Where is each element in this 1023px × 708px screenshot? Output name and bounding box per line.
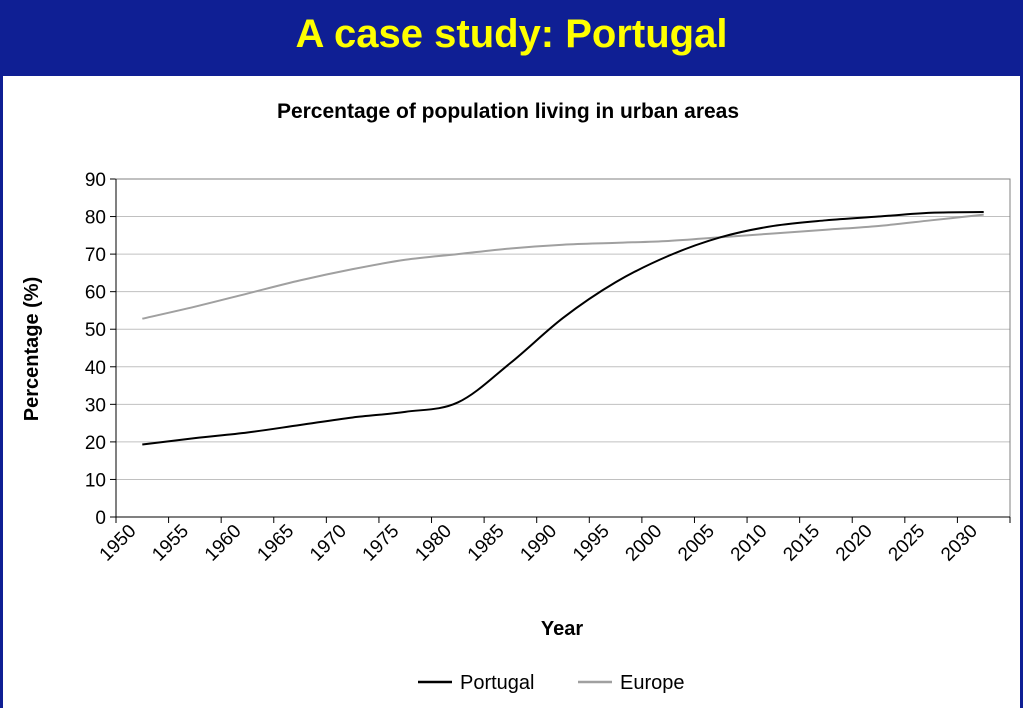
gridlines — [116, 178, 1010, 480]
x-tick-label: 2010 — [727, 521, 772, 566]
legend-item-portugal: Portugal — [418, 672, 535, 694]
x-tick-label: 1985 — [464, 521, 509, 566]
line-chart: Percentage of population living in urban… — [21, 100, 1011, 694]
x-tick-label: 2030 — [937, 521, 982, 566]
chart-title: Percentage of population living in urban… — [277, 100, 739, 123]
x-axis-label: Year — [541, 618, 583, 640]
x-tick-label: 2005 — [674, 521, 719, 566]
slide-title: A case study: Portugal — [295, 12, 728, 56]
legend: Portugal Europe — [418, 672, 685, 694]
y-tick-label: 80 — [85, 208, 106, 229]
y-tick-label: 50 — [85, 320, 106, 341]
slide-header: A case study: Portugal — [0, 0, 1023, 76]
x-tick-label: 2025 — [885, 521, 930, 566]
plot-area — [115, 178, 1011, 518]
x-tick-label: 1965 — [254, 521, 299, 566]
series — [142, 211, 984, 446]
x-tick-label: 1955 — [148, 521, 193, 566]
y-tick-label: 60 — [85, 283, 106, 304]
y-axis-label: Percentage (%) — [21, 277, 43, 422]
series-line-portugal — [142, 211, 984, 446]
legend-label: Europe — [620, 672, 685, 694]
right-border — [1020, 76, 1023, 708]
y-tick-label: 0 — [95, 508, 106, 529]
x-tick-label: 1990 — [516, 521, 561, 566]
x-tick-label: 2020 — [832, 521, 877, 566]
left-border — [0, 76, 3, 708]
y-tick-label: 70 — [85, 245, 106, 266]
y-tick-label: 40 — [85, 358, 106, 379]
y-tick-label: 10 — [85, 470, 106, 491]
x-tick-label: 2000 — [622, 521, 667, 566]
legend-label: Portugal — [460, 672, 535, 694]
x-tick-label: 1980 — [411, 521, 456, 566]
x-tick-label: 1960 — [201, 521, 246, 566]
x-tick-label: 1975 — [359, 521, 404, 566]
series-line-europe — [142, 213, 984, 320]
y-tick-label: 20 — [85, 433, 106, 454]
x-tick-label: 1970 — [306, 521, 351, 566]
legend-item-europe: Europe — [578, 672, 685, 694]
x-tick-label: 2015 — [779, 521, 824, 566]
y-tick-label: 30 — [85, 395, 106, 416]
y-tick-label: 90 — [85, 170, 106, 191]
x-tick-label: 1995 — [569, 521, 614, 566]
